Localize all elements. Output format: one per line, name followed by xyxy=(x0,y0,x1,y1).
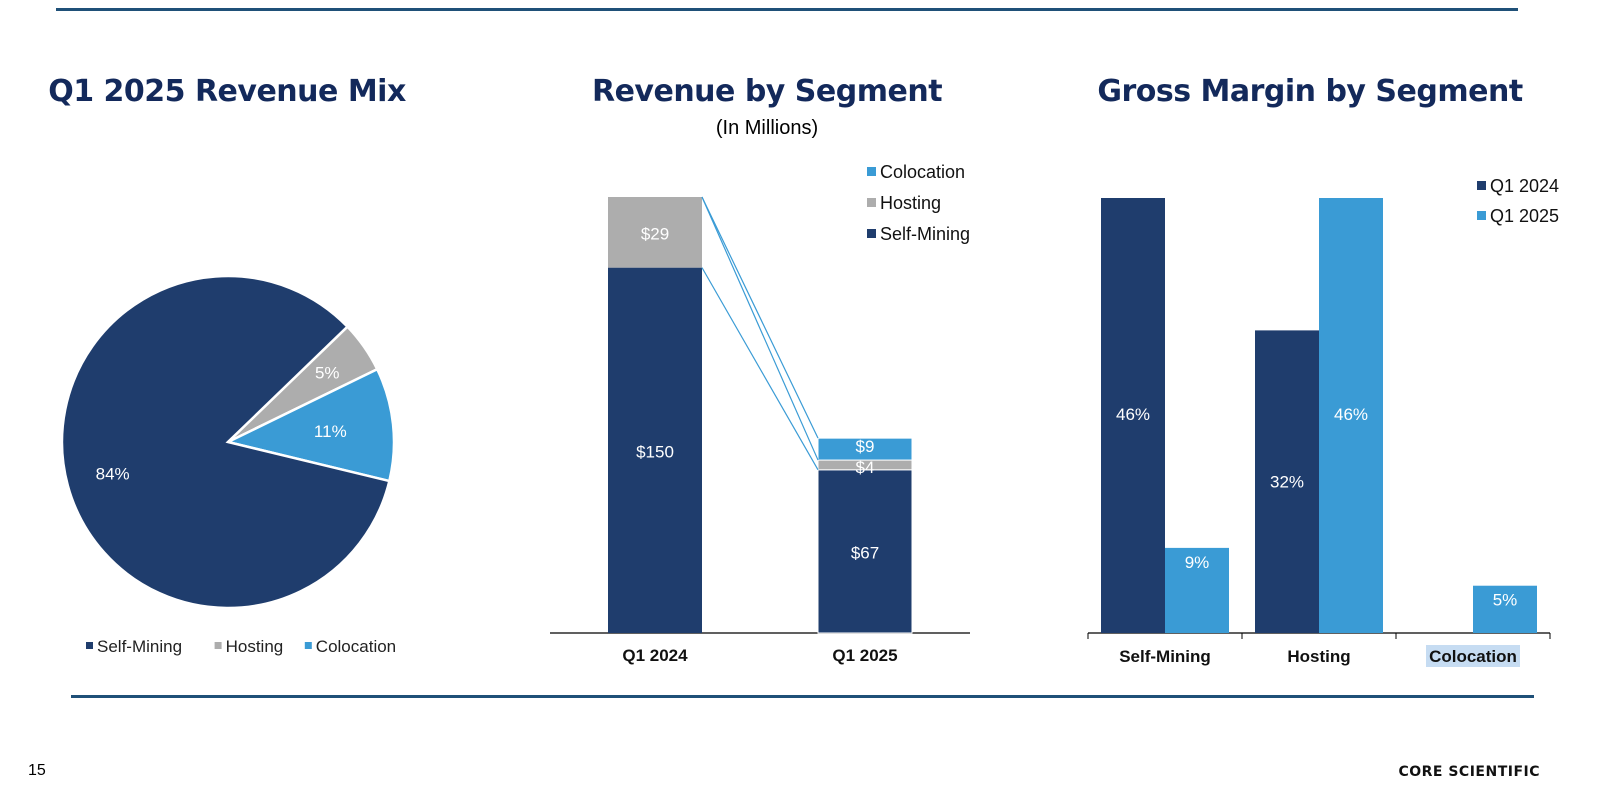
bar-hosting-0 xyxy=(608,197,702,268)
bar-q1-2025-self-mining xyxy=(1165,547,1229,633)
x-tick-self-mining: Self-Mining xyxy=(1119,647,1211,666)
legend-swatch-colocation xyxy=(867,167,876,176)
legend-swatch-hosting xyxy=(214,642,222,649)
bar-label-colocation-1: $9 xyxy=(856,437,875,456)
bar-q1-2025-hosting xyxy=(1319,198,1383,633)
bar-label-self-mining-1: $67 xyxy=(851,543,879,562)
bottom-rule xyxy=(71,695,1534,698)
revenue-chart-subtitle: (In Millions) xyxy=(715,117,819,139)
legend-label-self-mining: Self-Mining xyxy=(880,224,970,244)
pie-label-self-mining: 84% xyxy=(96,464,130,483)
bar-q1-2024-hosting xyxy=(1255,330,1319,633)
revenue-chart-title: Revenue by Segment xyxy=(591,74,943,109)
bar-label-self-mining-0: $150 xyxy=(636,442,674,461)
legend-label-q1-2024: Q1 2024 xyxy=(1490,176,1559,196)
legend-swatch-self-mining xyxy=(867,229,876,238)
legend-label-colocation: Colocation xyxy=(880,162,965,182)
bar-label-q1-2024-0: 46% xyxy=(1116,405,1150,424)
bar-label-q1-2025-1: 46% xyxy=(1334,405,1368,424)
bar-colocation-1 xyxy=(817,437,913,461)
legend-label-q1-2025: Q1 2025 xyxy=(1490,206,1559,226)
pie-slice-colocation xyxy=(224,367,396,483)
revenue-mix-pie-chart: 5% 11% 84% Self-Mining Hosting Colocation xyxy=(60,274,396,656)
legend-label-hosting: Hosting xyxy=(226,637,284,656)
pie-label-hosting: 5% xyxy=(315,363,340,382)
bar-q1-2024-self-mining xyxy=(1101,198,1165,633)
connector-line-1 xyxy=(701,196,819,461)
legend-swatch-q1-2025 xyxy=(1477,211,1486,220)
x-tick-colocation: Colocation xyxy=(1429,647,1517,666)
bar-label-hosting-0: $29 xyxy=(641,224,669,243)
legend-label-colocation: Colocation xyxy=(316,637,396,656)
bar-label-hosting-1: $4 xyxy=(856,458,875,477)
category-highlight xyxy=(1426,645,1520,667)
legend-swatch-hosting xyxy=(867,198,876,207)
x-tick-q1-2024: Q1 2024 xyxy=(622,646,688,665)
top-rule xyxy=(56,8,1518,11)
pie-label-colocation: 11% xyxy=(314,422,347,441)
gross-margin-chart: 46% 32% 9% 46% 5% Self-Mining Hosting Colocatio… xyxy=(1087,176,1559,667)
legend-swatch-q1-2024 xyxy=(1477,181,1486,190)
margin-chart-title: Gross Margin by Segment xyxy=(1097,74,1523,109)
bar-label-q1-2025-0: 9% xyxy=(1185,553,1210,572)
legend-label-hosting: Hosting xyxy=(880,193,941,213)
connector-line-2 xyxy=(701,267,819,471)
bar-self-mining-0 xyxy=(608,267,702,633)
legend-label-self-mining: Self-Mining xyxy=(97,637,182,656)
x-tick-hosting: Hosting xyxy=(1287,647,1350,666)
bar-label-q1-2024-1: 32% xyxy=(1270,473,1304,492)
bar-q1-2025-colocation xyxy=(1473,585,1537,633)
legend-swatch-self-mining xyxy=(86,642,93,649)
pie-chart-title: Q1 2025 Revenue Mix xyxy=(48,74,406,109)
connector-line-0 xyxy=(701,196,819,439)
company-logo: CORE SCIENTIFIC xyxy=(1398,764,1540,780)
page-number: 15 xyxy=(28,762,46,779)
x-tick-q1-2025: Q1 2025 xyxy=(832,646,897,665)
bar-label-q1-2025-2: 5% xyxy=(1493,591,1518,610)
bar-self-mining-1 xyxy=(817,469,913,634)
legend-swatch-colocation xyxy=(304,642,312,649)
pie-slice-self-mining xyxy=(60,274,391,610)
revenue-by-segment-chart: $150 $67 $29 $4 $9 Q1 2024 Q1 2025 Colocation Ho… xyxy=(550,162,970,665)
